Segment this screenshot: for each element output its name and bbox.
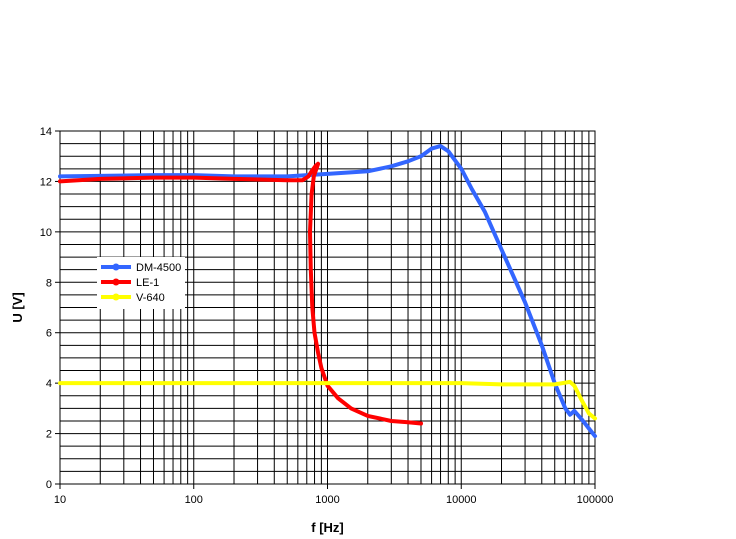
axis-ticks: 10 100 1000 10000 100000 0 2 4 6 8 10 12 14 (40, 126, 614, 506)
x-tick-label: 10 (54, 494, 66, 506)
y-tick-label: 6 (46, 328, 52, 340)
y-tick-label: 10 (40, 227, 52, 239)
legend-swatch-marker (112, 293, 120, 301)
legend-label: V-640 (136, 292, 165, 304)
y-tick-label: 8 (46, 277, 52, 289)
y-tick-label: 14 (40, 126, 52, 138)
series-line (58, 379, 597, 421)
series-group (58, 144, 597, 439)
y-tick-label: 4 (46, 378, 52, 390)
legend: DM-4500 LE-1 V-640 (97, 257, 185, 309)
legend-swatch-marker (112, 263, 120, 271)
x-tick-label: 100000 (577, 494, 614, 506)
x-axis-title: f [Hz] (311, 520, 344, 535)
legend-swatch-marker (112, 278, 120, 286)
y-axis-title: U [V] (10, 292, 25, 322)
y-tick-label: 12 (40, 176, 52, 188)
x-tick-label: 10000 (446, 494, 477, 506)
y-tick-label: 2 (46, 429, 52, 441)
x-tick-label: 1000 (315, 494, 339, 506)
legend-label: DM-4500 (136, 262, 181, 274)
legend-label: LE-1 (136, 277, 159, 289)
y-tick-label: 0 (46, 479, 52, 491)
x-tick-label: 100 (185, 494, 203, 506)
series-line (58, 161, 423, 426)
series-line (58, 144, 597, 439)
